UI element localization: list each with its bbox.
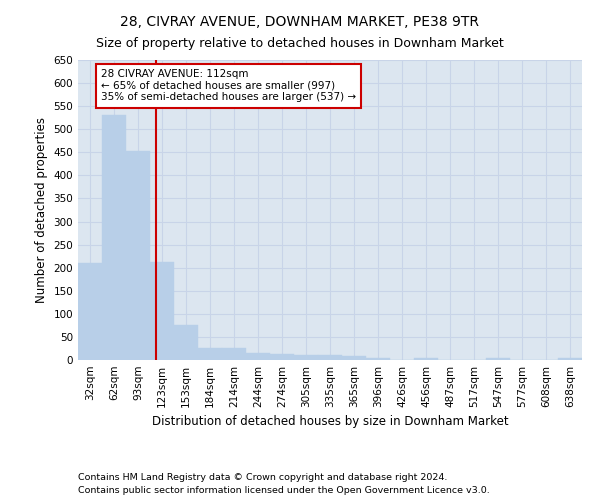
Bar — [150, 262, 174, 360]
Bar — [222, 348, 246, 360]
Bar — [270, 354, 294, 360]
Bar — [486, 358, 510, 360]
Bar — [294, 356, 318, 360]
Bar — [198, 348, 222, 360]
Text: 28, CIVRAY AVENUE, DOWNHAM MARKET, PE38 9TR: 28, CIVRAY AVENUE, DOWNHAM MARKET, PE38 … — [121, 15, 479, 29]
Y-axis label: Number of detached properties: Number of detached properties — [35, 117, 48, 303]
Text: 28 CIVRAY AVENUE: 112sqm
← 65% of detached houses are smaller (997)
35% of semi-: 28 CIVRAY AVENUE: 112sqm ← 65% of detach… — [101, 69, 356, 102]
Bar — [174, 326, 198, 360]
Text: Contains public sector information licensed under the Open Government Licence v3: Contains public sector information licen… — [78, 486, 490, 495]
Bar — [414, 358, 438, 360]
Text: Size of property relative to detached houses in Downham Market: Size of property relative to detached ho… — [96, 38, 504, 51]
Bar — [246, 353, 270, 360]
Bar — [78, 263, 102, 360]
Text: Contains HM Land Registry data © Crown copyright and database right 2024.: Contains HM Land Registry data © Crown c… — [78, 472, 448, 482]
Bar — [342, 356, 366, 360]
Bar — [126, 152, 150, 360]
Bar — [318, 356, 342, 360]
Bar — [102, 116, 126, 360]
X-axis label: Distribution of detached houses by size in Downham Market: Distribution of detached houses by size … — [152, 416, 508, 428]
Bar — [558, 358, 582, 360]
Bar — [366, 358, 390, 360]
